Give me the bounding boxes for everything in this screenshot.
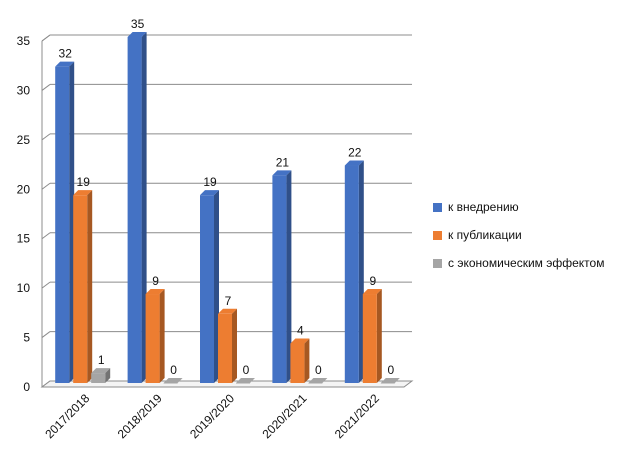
data-label: 0 [243, 363, 250, 377]
bar-side [286, 170, 292, 383]
data-label: 4 [297, 323, 304, 337]
y-tick-label: 25 [17, 133, 31, 147]
bar [344, 165, 359, 383]
data-label: 19 [77, 175, 91, 189]
bar-top [272, 170, 292, 176]
bar [127, 37, 142, 383]
bar-side [358, 160, 364, 383]
bar-side [87, 190, 93, 383]
bar-top [218, 308, 237, 314]
y-tick-label: 15 [17, 232, 31, 246]
data-label: 21 [276, 155, 290, 169]
side-gridline [41, 232, 51, 240]
bar [163, 383, 178, 384]
bar-top [236, 378, 255, 383]
data-label: 7 [225, 294, 232, 308]
data-label: 0 [315, 363, 322, 377]
bar [380, 383, 395, 384]
chart-legend: к внедрению к публикации с экономическим… [433, 200, 604, 284]
data-label: 0 [170, 363, 177, 377]
data-label: 22 [348, 146, 362, 160]
bar-top [200, 190, 219, 196]
y-tick-label: 35 [17, 34, 31, 48]
bar-top [362, 289, 382, 295]
data-label: 32 [59, 47, 73, 61]
legend-item-implementation: к внедрению [433, 200, 604, 214]
data-label: 19 [203, 175, 217, 189]
bar-side [141, 32, 147, 383]
side-gridline [41, 281, 51, 289]
bar-side [105, 368, 111, 383]
y-tick-label: 10 [17, 281, 31, 295]
bar-top [290, 338, 310, 344]
legend-label-publication: к публикации [448, 228, 522, 242]
bar [272, 175, 287, 383]
bar [55, 66, 70, 384]
legend-item-economic-effect: с экономическим эффектом [433, 256, 604, 270]
data-label: 35 [131, 17, 145, 31]
bar-side [376, 289, 382, 383]
bar-top [127, 32, 147, 37]
side-gridline [41, 133, 51, 141]
bar-side [69, 61, 75, 384]
bar-top [380, 378, 400, 383]
legend-label-implementation: к внедрению [448, 200, 519, 214]
legend-swatch-implementation [433, 202, 442, 212]
bar-side [159, 289, 165, 383]
bar-side [214, 190, 219, 383]
bar [200, 195, 214, 383]
bar [290, 343, 305, 383]
bar [91, 373, 106, 383]
bar-top [91, 368, 111, 374]
bar-top [308, 378, 328, 383]
bar-top [163, 378, 183, 383]
bar-top [73, 190, 93, 196]
bar [308, 383, 323, 384]
side-gridline [41, 182, 51, 190]
y-tick-label: 30 [17, 83, 31, 97]
bar [236, 383, 250, 384]
data-label: 1 [98, 353, 105, 367]
data-label: 0 [387, 363, 394, 377]
bar [218, 313, 232, 383]
bar [362, 294, 377, 383]
bar-top [145, 289, 165, 295]
bar-top [55, 61, 75, 67]
legend-label-economic-effect: с экономическим эффектом [448, 256, 605, 270]
legend-item-publication: к публикации [433, 228, 604, 242]
y-tick-label: 5 [23, 331, 30, 345]
x-tick-label: 2018/2019 [115, 391, 165, 441]
side-gridline [41, 84, 51, 91]
bar-side [304, 338, 310, 383]
data-label: 9 [369, 274, 376, 288]
data-label: 9 [152, 274, 159, 288]
legend-swatch-publication [433, 230, 442, 240]
y-tick-label: 0 [23, 380, 30, 394]
side-gridline [41, 34, 51, 42]
bar-side [232, 308, 237, 383]
bar-top [344, 160, 364, 166]
side-gridline [41, 331, 51, 338]
x-tick-label: 2020/2021 [260, 391, 310, 441]
x-tick-label: 2019/2020 [187, 391, 237, 441]
x-tick-label: 2021/2022 [332, 391, 382, 441]
legend-swatch-economic-effect [433, 258, 442, 268]
bar [73, 195, 88, 383]
x-tick-label: 2017/2018 [42, 391, 92, 441]
bar [145, 294, 160, 383]
y-tick-label: 20 [17, 182, 31, 196]
